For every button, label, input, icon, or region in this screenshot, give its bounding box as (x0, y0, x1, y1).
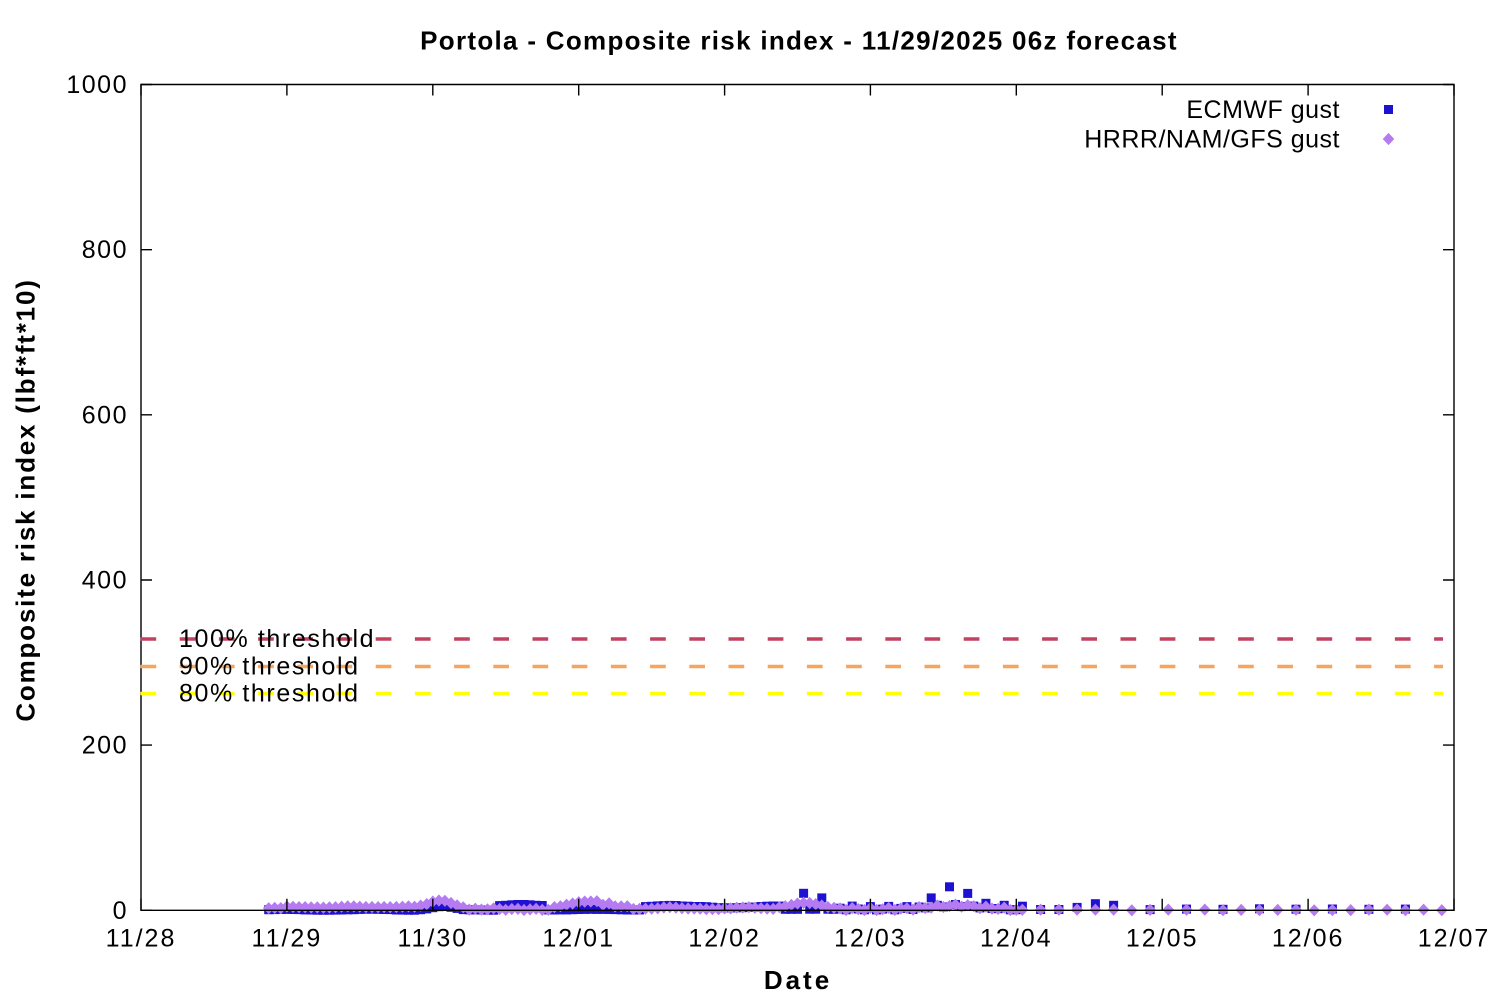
svg-text:11/30: 11/30 (397, 925, 468, 953)
svg-text:12/05: 12/05 (1126, 925, 1199, 953)
svg-text:12/04: 12/04 (980, 925, 1053, 953)
svg-text:11/28: 11/28 (106, 925, 177, 953)
svg-text:Portola - Composite risk index: Portola - Composite risk index - 11/29/2… (420, 26, 1178, 56)
svg-text:Date: Date (764, 965, 832, 995)
svg-text:12/02: 12/02 (688, 925, 761, 953)
svg-text:90% threshold: 90% threshold (179, 653, 360, 681)
svg-text:200: 200 (82, 732, 128, 760)
svg-text:12/07: 12/07 (1418, 925, 1491, 953)
svg-text:400: 400 (82, 567, 128, 595)
svg-text:12/03: 12/03 (834, 925, 907, 953)
svg-text:12/06: 12/06 (1272, 925, 1345, 953)
svg-text:100% threshold: 100% threshold (179, 625, 375, 653)
svg-text:Composite risk index (lbf*ft*1: Composite risk index (lbf*ft*10) (11, 278, 41, 721)
svg-text:80% threshold: 80% threshold (179, 680, 360, 708)
svg-text:0: 0 (113, 897, 128, 925)
svg-text:600: 600 (82, 401, 128, 429)
svg-text:11/29: 11/29 (252, 925, 323, 953)
svg-text:ECMWF gust: ECMWF gust (1186, 96, 1340, 124)
svg-text:800: 800 (82, 236, 128, 264)
svg-text:1000: 1000 (66, 71, 128, 99)
svg-text:HRRR/NAM/GFS gust: HRRR/NAM/GFS gust (1084, 126, 1340, 154)
svg-text:12/01: 12/01 (542, 925, 615, 953)
